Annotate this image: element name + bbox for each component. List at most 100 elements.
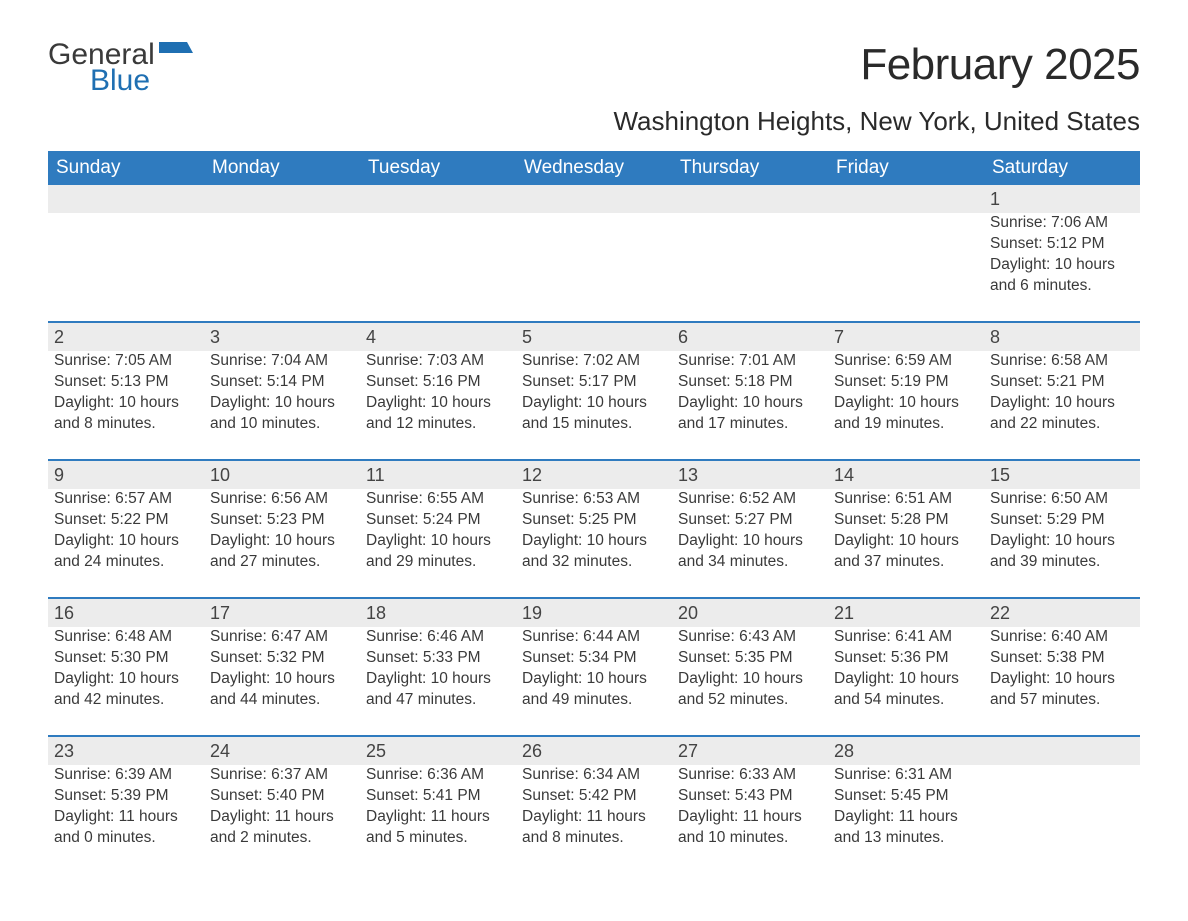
day-number (360, 185, 516, 213)
day-cell-line: Sunrise: 7:05 AM (54, 351, 198, 372)
day-cell: Sunrise: 6:31 AMSunset: 5:45 PMDaylight:… (828, 765, 984, 873)
day-cell-line: Sunrise: 7:04 AM (210, 351, 354, 372)
day-header: Monday (204, 151, 360, 185)
week-content-row: Sunrise: 6:57 AMSunset: 5:22 PMDaylight:… (48, 489, 1140, 597)
day-cell-line: Sunset: 5:40 PM (210, 786, 354, 807)
day-number: 3 (204, 323, 360, 351)
day-cell: Sunrise: 7:01 AMSunset: 5:18 PMDaylight:… (672, 351, 828, 459)
day-number (828, 185, 984, 213)
day-number-row: 1 (48, 185, 1140, 213)
day-cell-line: and 42 minutes. (54, 690, 198, 711)
day-cell-line: Sunset: 5:24 PM (366, 510, 510, 531)
day-cell (672, 213, 828, 321)
day-cell-line: Sunrise: 7:06 AM (990, 213, 1134, 234)
day-cell-line: Sunset: 5:22 PM (54, 510, 198, 531)
day-cell-line: Sunrise: 6:55 AM (366, 489, 510, 510)
day-cell: Sunrise: 7:02 AMSunset: 5:17 PMDaylight:… (516, 351, 672, 459)
day-cell-line: Sunrise: 6:50 AM (990, 489, 1134, 510)
day-cell-line: Sunrise: 6:48 AM (54, 627, 198, 648)
day-cell-line: Sunset: 5:33 PM (366, 648, 510, 669)
day-cell-line: Daylight: 11 hours (678, 807, 822, 828)
day-header: Wednesday (516, 151, 672, 185)
day-header: Tuesday (360, 151, 516, 185)
day-cell: Sunrise: 7:05 AMSunset: 5:13 PMDaylight:… (48, 351, 204, 459)
day-cell-line: Daylight: 10 hours (210, 531, 354, 552)
day-cell-line: Sunrise: 7:01 AM (678, 351, 822, 372)
day-cell-line: Daylight: 10 hours (522, 393, 666, 414)
day-cell-line: Sunrise: 6:31 AM (834, 765, 978, 786)
day-cell-line: Daylight: 10 hours (366, 393, 510, 414)
day-cell-line: Daylight: 10 hours (990, 669, 1134, 690)
day-number: 1 (984, 185, 1140, 213)
day-cell-line: Daylight: 10 hours (990, 393, 1134, 414)
day-number: 27 (672, 737, 828, 765)
day-number: 25 (360, 737, 516, 765)
day-cell: Sunrise: 6:56 AMSunset: 5:23 PMDaylight:… (204, 489, 360, 597)
week-content-row: Sunrise: 6:39 AMSunset: 5:39 PMDaylight:… (48, 765, 1140, 873)
day-cell: Sunrise: 6:46 AMSunset: 5:33 PMDaylight:… (360, 627, 516, 735)
day-cell-line: Daylight: 11 hours (366, 807, 510, 828)
day-number: 20 (672, 599, 828, 627)
day-cell-line: Daylight: 10 hours (522, 531, 666, 552)
day-cell: Sunrise: 7:04 AMSunset: 5:14 PMDaylight:… (204, 351, 360, 459)
day-number: 4 (360, 323, 516, 351)
day-number (984, 737, 1140, 765)
day-cell-line: Sunrise: 6:43 AM (678, 627, 822, 648)
day-cell: Sunrise: 6:51 AMSunset: 5:28 PMDaylight:… (828, 489, 984, 597)
day-number: 12 (516, 461, 672, 489)
day-cell-line: Sunset: 5:13 PM (54, 372, 198, 393)
day-cell-line: and 22 minutes. (990, 414, 1134, 435)
day-cell-line: and 52 minutes. (678, 690, 822, 711)
day-cell-line: Sunrise: 6:44 AM (522, 627, 666, 648)
day-cell-line: Daylight: 11 hours (834, 807, 978, 828)
day-cell (360, 213, 516, 321)
day-number-row: 16171819202122 (48, 599, 1140, 627)
day-number: 5 (516, 323, 672, 351)
day-cell: Sunrise: 6:33 AMSunset: 5:43 PMDaylight:… (672, 765, 828, 873)
day-cell-line: Sunset: 5:27 PM (678, 510, 822, 531)
day-cell-line: and 8 minutes. (54, 414, 198, 435)
day-cell-line: Sunset: 5:21 PM (990, 372, 1134, 393)
day-cell-line: Sunrise: 6:58 AM (990, 351, 1134, 372)
day-cell-line: and 47 minutes. (366, 690, 510, 711)
week-content-row: Sunrise: 6:48 AMSunset: 5:30 PMDaylight:… (48, 627, 1140, 735)
day-cell-line: Daylight: 10 hours (366, 669, 510, 690)
day-cell: Sunrise: 6:41 AMSunset: 5:36 PMDaylight:… (828, 627, 984, 735)
day-cell (48, 213, 204, 321)
day-cell-line: and 10 minutes. (678, 828, 822, 849)
day-cell-line: Sunset: 5:17 PM (522, 372, 666, 393)
day-number: 23 (48, 737, 204, 765)
day-number-row: 9101112131415 (48, 461, 1140, 489)
day-cell-line: and 37 minutes. (834, 552, 978, 573)
day-cell-line: Sunset: 5:29 PM (990, 510, 1134, 531)
day-cell-line: Sunrise: 6:59 AM (834, 351, 978, 372)
logo-blue-text: Blue (90, 66, 193, 96)
day-cell-line: Daylight: 10 hours (54, 531, 198, 552)
day-number: 26 (516, 737, 672, 765)
day-cell (516, 213, 672, 321)
day-cell: Sunrise: 6:39 AMSunset: 5:39 PMDaylight:… (48, 765, 204, 873)
day-cell-line: and 32 minutes. (522, 552, 666, 573)
day-number: 2 (48, 323, 204, 351)
day-number: 21 (828, 599, 984, 627)
day-cell-line: and 57 minutes. (990, 690, 1134, 711)
day-cell: Sunrise: 6:52 AMSunset: 5:27 PMDaylight:… (672, 489, 828, 597)
day-cell-line: Sunrise: 6:46 AM (366, 627, 510, 648)
day-number: 19 (516, 599, 672, 627)
day-cell: Sunrise: 6:43 AMSunset: 5:35 PMDaylight:… (672, 627, 828, 735)
week-content-row: Sunrise: 7:06 AMSunset: 5:12 PMDaylight:… (48, 213, 1140, 321)
day-number: 17 (204, 599, 360, 627)
day-cell: Sunrise: 7:03 AMSunset: 5:16 PMDaylight:… (360, 351, 516, 459)
day-cell-line: Sunset: 5:23 PM (210, 510, 354, 531)
day-cell-line: and 17 minutes. (678, 414, 822, 435)
day-cell-line: Sunrise: 6:51 AM (834, 489, 978, 510)
day-number: 13 (672, 461, 828, 489)
day-cell-line: Daylight: 10 hours (366, 531, 510, 552)
day-cell (828, 213, 984, 321)
day-cell: Sunrise: 6:47 AMSunset: 5:32 PMDaylight:… (204, 627, 360, 735)
day-cell-line: Sunset: 5:14 PM (210, 372, 354, 393)
day-header-row: Sunday Monday Tuesday Wednesday Thursday… (48, 151, 1140, 185)
day-number (204, 185, 360, 213)
day-cell-line: Sunrise: 6:56 AM (210, 489, 354, 510)
header-row: General Blue February 2025 (48, 40, 1140, 96)
